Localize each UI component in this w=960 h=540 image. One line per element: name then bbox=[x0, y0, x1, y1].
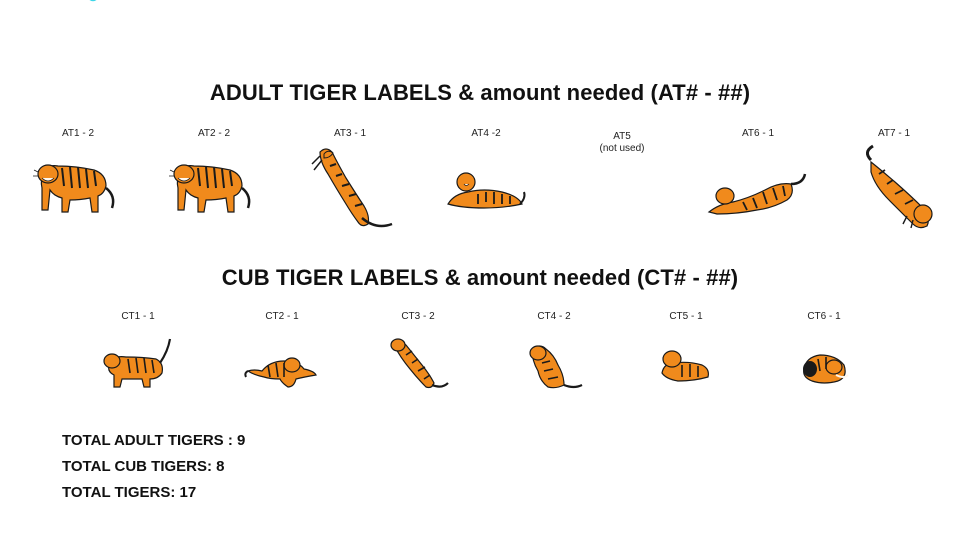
standing-tiger-icon bbox=[31, 163, 115, 214]
tiger-label: AT5 (not used) bbox=[599, 131, 645, 154]
adult-tiger-at2: AT2 - 2 bbox=[154, 128, 274, 214]
total-tigers: TOTAL TIGERS: 17 bbox=[62, 484, 197, 501]
tiger-label: AT7 - 1 bbox=[877, 128, 911, 139]
lying-tiger-icon bbox=[447, 172, 526, 209]
pouncing-tiger-icon bbox=[866, 144, 933, 229]
total-cub-tigers: TOTAL CUB TIGERS: 8 bbox=[62, 458, 225, 475]
tiger-label: AT4 -2 bbox=[471, 128, 501, 139]
cub-tiger-ct5: CT5 - 1 bbox=[626, 311, 746, 382]
stretching-tiger-icon bbox=[707, 173, 807, 215]
total-adult-tigers: TOTAL ADULT TIGERS : 9 bbox=[62, 432, 246, 449]
adult-tiger-at6: AT6 - 1 bbox=[698, 128, 818, 215]
cub-tiger-ct2: CT2 - 1 bbox=[222, 311, 342, 388]
leaping-tiger-icon bbox=[311, 148, 393, 228]
curled-cub-icon bbox=[803, 354, 849, 384]
cub-section-title: CUB TIGER LABELS & amount needed (CT# - … bbox=[221, 265, 739, 290]
tiger-label: CT5 - 1 bbox=[669, 311, 703, 322]
tiger-label: CT4 - 2 bbox=[537, 311, 571, 322]
corner-mark-icon bbox=[89, 0, 97, 2]
crouching-cub-icon bbox=[244, 357, 317, 388]
adult-tiger-at7: AT7 - 1 bbox=[834, 128, 954, 229]
lying-cub-icon bbox=[661, 350, 709, 382]
adult-tiger-at1: AT1 - 2 bbox=[18, 128, 138, 214]
cub-tiger-ct6: CT6 - 1 bbox=[764, 311, 884, 384]
cub-tiger-ct3: CT3 - 2 bbox=[358, 311, 478, 389]
adult-tiger-at5: AT5 (not used) bbox=[562, 131, 682, 155]
totals-block: TOTAL ADULT TIGERS : 9 TOTAL CUB TIGERS:… bbox=[62, 428, 245, 506]
tiger-label: CT2 - 1 bbox=[265, 311, 299, 322]
tiger-label: CT6 - 1 bbox=[807, 311, 841, 322]
sitting-cub-icon bbox=[529, 345, 583, 389]
tiger-label: AT6 - 1 bbox=[741, 128, 775, 139]
tiger-label: CT1 - 1 bbox=[121, 311, 155, 322]
standing-tiger-icon bbox=[167, 163, 251, 214]
tiger-label: CT3 - 2 bbox=[401, 311, 435, 322]
cub-tiger-ct1: CT1 - 1 bbox=[78, 311, 198, 388]
leaping-cub-icon bbox=[390, 338, 449, 389]
tiger-label: AT3 - 1 bbox=[333, 128, 367, 139]
adult-tiger-at4: AT4 -2 bbox=[426, 128, 546, 209]
tiger-label: AT1 - 2 bbox=[61, 128, 95, 139]
adult-tiger-at3: AT3 - 1 bbox=[290, 128, 410, 228]
adult-section-title: ADULT TIGER LABELS & amount needed (AT# … bbox=[209, 80, 751, 105]
walking-cub-icon bbox=[103, 338, 172, 388]
tiger-label: AT2 - 2 bbox=[197, 128, 231, 139]
cub-tiger-ct4: CT4 - 2 bbox=[494, 311, 614, 389]
